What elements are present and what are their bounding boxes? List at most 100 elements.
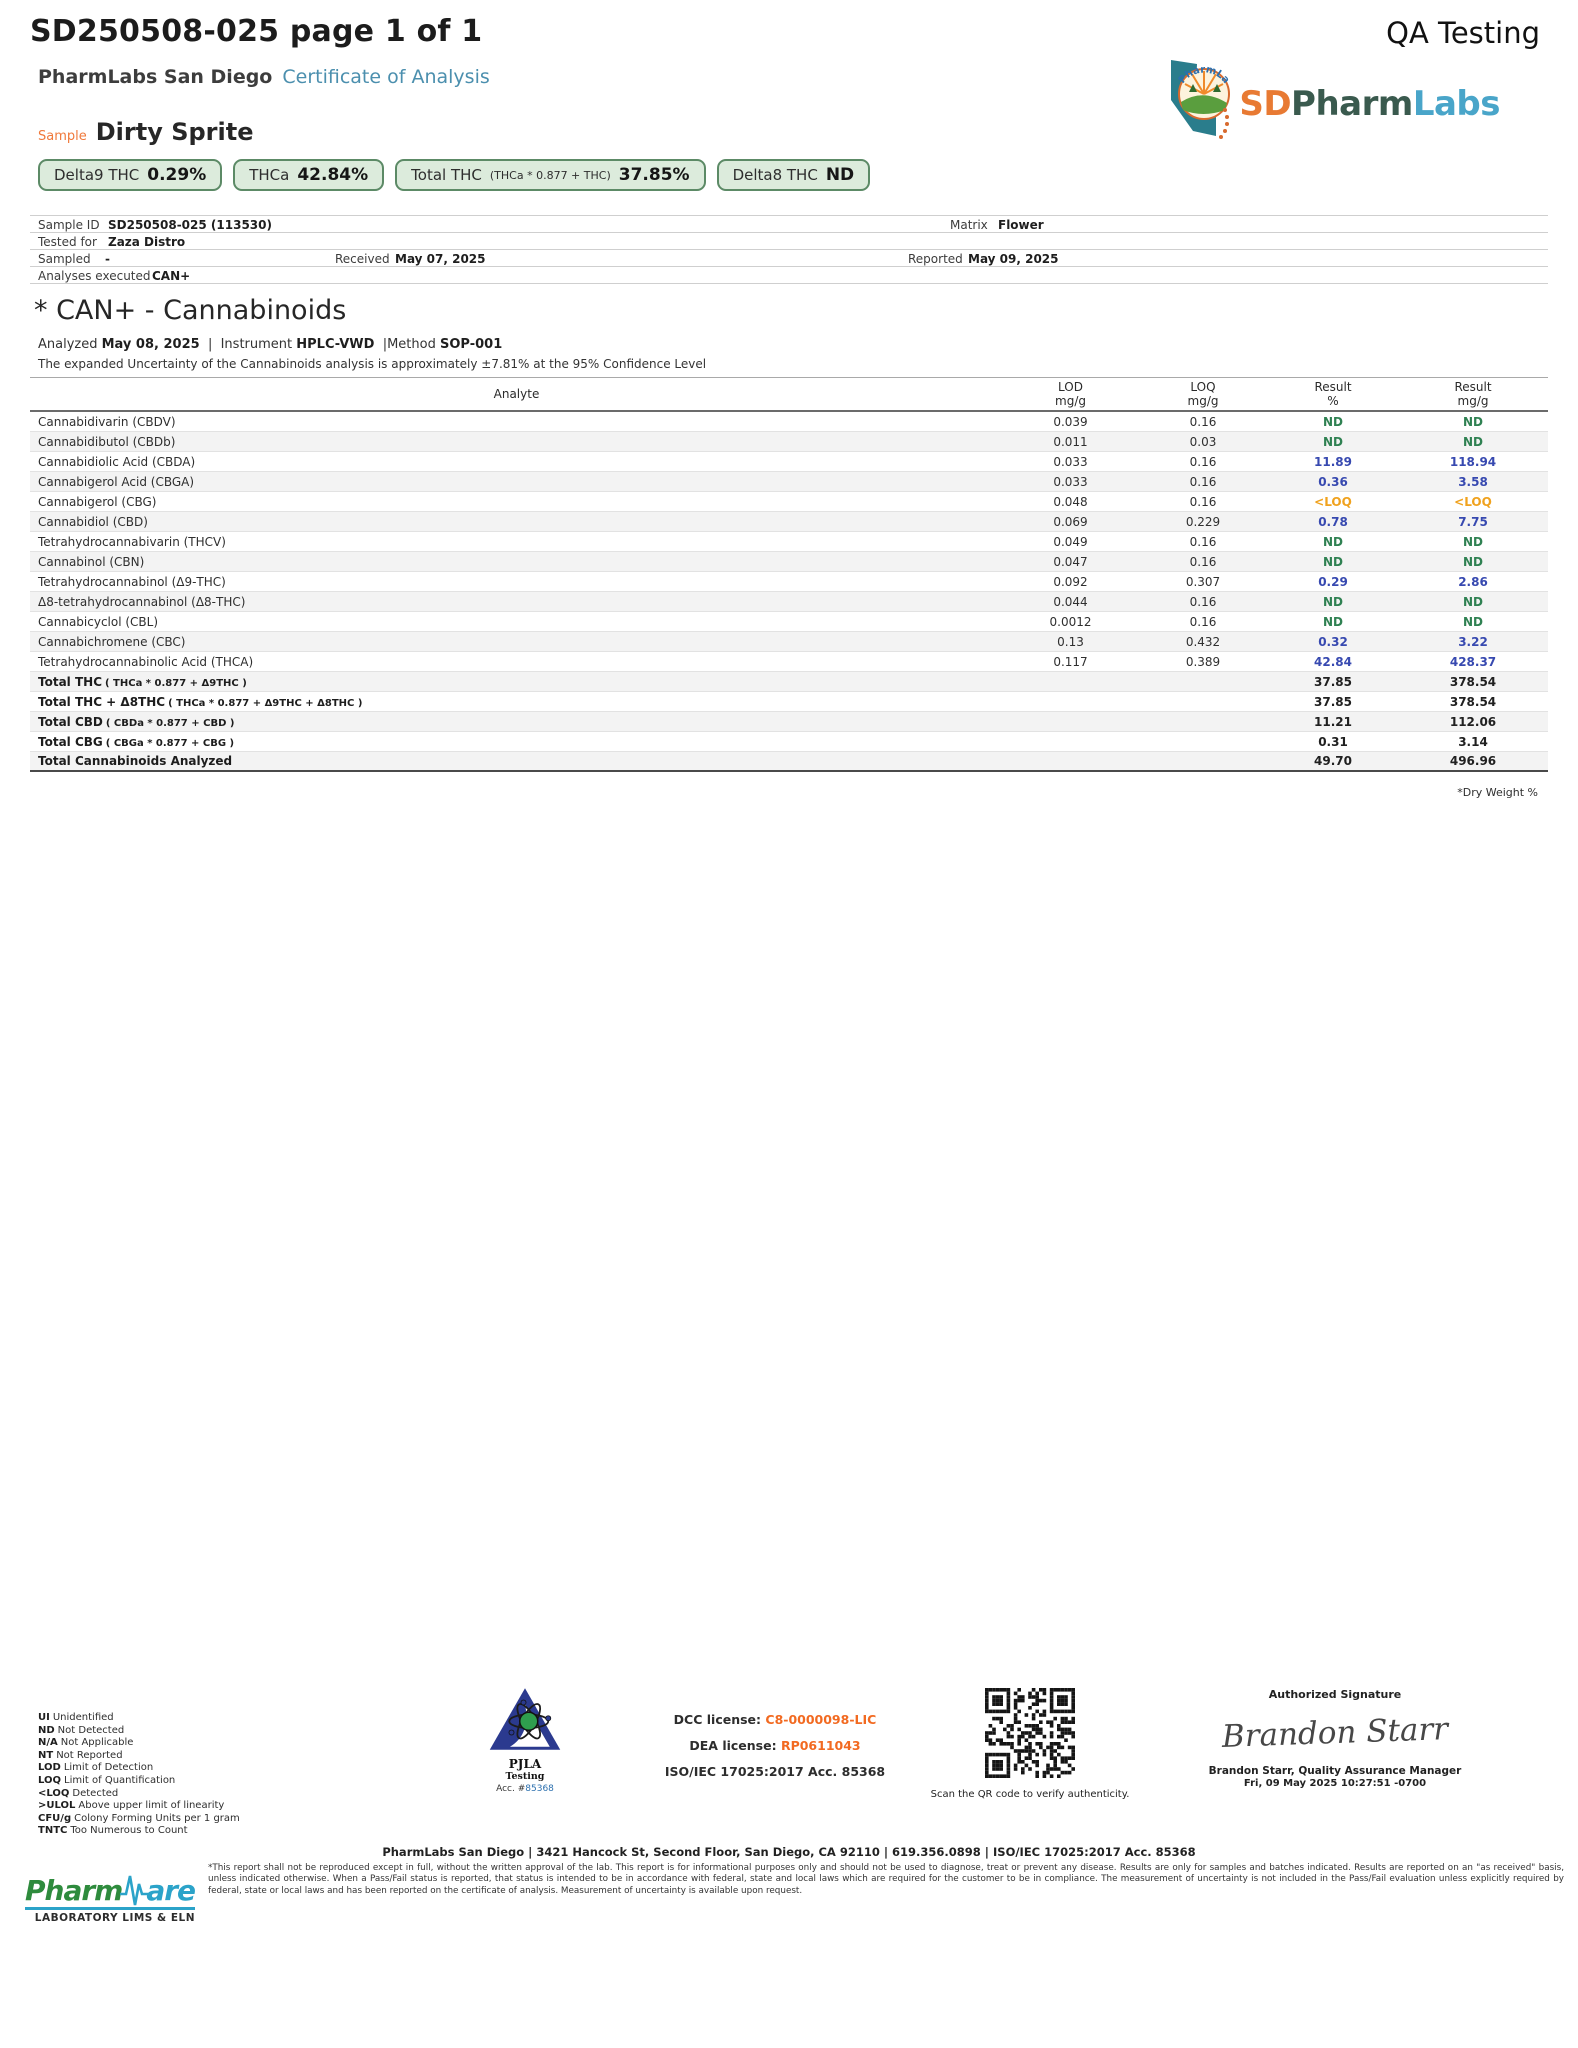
legend-item: NT Not Reported xyxy=(38,1749,123,1761)
table-row: Cannabichromene (CBC) 0.13 0.432 0.32 3.… xyxy=(30,632,1548,652)
result-pct-cell: 0.78 xyxy=(1318,514,1348,529)
analyte-cell: Cannabigerol (CBG) xyxy=(38,494,157,509)
pulse-line-icon xyxy=(120,1872,149,1906)
legend-item: N/A Not Applicable xyxy=(38,1737,134,1749)
brand-wordmark: SDPharmLabs xyxy=(1239,84,1500,124)
sample-label: Sample xyxy=(38,129,87,144)
result-mgg-cell: 118.94 xyxy=(1449,454,1497,469)
analyte-cell: Total CBG( CBGa * 0.877 + CBG ) xyxy=(38,734,235,749)
loq-cell: 0.16 xyxy=(1189,534,1217,549)
result-pct-cell: 11.21 xyxy=(1314,714,1352,729)
pjla-name: PJLA xyxy=(508,1757,542,1771)
badge-label: Total THC xyxy=(411,166,482,184)
result-mgg-cell: 3.22 xyxy=(1458,634,1488,649)
summary-badge: Delta9 THC 0.29% xyxy=(38,159,223,191)
result-pct-cell: 11.89 xyxy=(1314,454,1352,469)
lod-cell: 0.049 xyxy=(1053,534,1088,549)
result-pct-cell: 0.31 xyxy=(1318,734,1348,749)
pharmlabs-emblem-icon: PharmLabs xyxy=(1160,50,1235,150)
table-row: Cannabigerol Acid (CBGA) 0.033 0.16 0.36… xyxy=(30,472,1548,492)
loq-cell: 0.03 xyxy=(1189,434,1217,449)
page-title: SD250508-025 page 1 of 1 xyxy=(30,14,483,49)
lod-cell: 0.048 xyxy=(1053,494,1088,509)
loq-cell: 0.432 xyxy=(1185,634,1221,649)
analyte-cell: Cannabidivarin (CBDV) xyxy=(38,414,176,429)
result-mgg-cell: ND xyxy=(1462,594,1483,609)
analyte-cell: Cannabigerol Acid (CBGA) xyxy=(38,474,195,489)
uncertainty-note: The expanded Uncertainty of the Cannabin… xyxy=(38,357,707,371)
analyte-cell: Total Cannabinoids Analyzed xyxy=(38,754,233,768)
analyte-cell: Cannabidibutol (CBDb) xyxy=(38,434,176,449)
result-pct-cell: ND xyxy=(1322,534,1343,549)
result-mgg-cell: ND xyxy=(1462,534,1483,549)
loq-cell: 0.229 xyxy=(1185,514,1221,529)
doc-type: Certificate of Analysis xyxy=(282,66,490,88)
analyses-value: CAN+ xyxy=(152,269,191,283)
result-mgg-cell: 112.06 xyxy=(1449,714,1497,729)
pharmware-tagline: LABORATORY LIMS & ELN xyxy=(34,1912,195,1924)
loq-cell: 0.389 xyxy=(1185,654,1221,669)
result-pct-cell: <LOQ xyxy=(1314,494,1352,509)
badge-value: 0.29% xyxy=(147,165,207,185)
tested-for-label: Tested for xyxy=(38,235,97,249)
lod-cell: 0.0012 xyxy=(1049,614,1092,629)
badge-value: 42.84% xyxy=(297,165,369,185)
column-header: LOD mg/g xyxy=(1055,379,1086,408)
thc-summary-badges: Delta9 THC 0.29% THCa 42.84% Total THC (… xyxy=(38,159,871,191)
result-pct-cell: 0.32 xyxy=(1318,634,1348,649)
summary-badge: Delta8 THC ND xyxy=(716,159,871,191)
analyte-cell: Tetrahydrocannabivarin (THCV) xyxy=(38,534,226,549)
pharmware-wordmark: Pharm are xyxy=(25,1872,196,1910)
sampled-value: - xyxy=(105,252,110,266)
lod-cell: 0.044 xyxy=(1053,594,1088,609)
tested-for-value: Zaza Distro xyxy=(108,235,186,249)
signature-script: Brandon Starr xyxy=(1221,1711,1449,1755)
column-header: Result mg/g xyxy=(1454,379,1492,408)
lod-cell: 0.039 xyxy=(1053,414,1088,429)
license-block: DCC license: C8-0000098-LIC DEA license:… xyxy=(645,1712,905,1790)
table-row: Cannabidiolic Acid (CBDA) 0.033 0.16 11.… xyxy=(30,452,1548,472)
result-mgg-cell: 496.96 xyxy=(1449,754,1497,768)
abbreviation-legend: UI Unidentified ND Not Detected N/A Not App… xyxy=(38,1712,240,1838)
signer-name-title: Brandon Starr, Quality Assurance Manager xyxy=(1208,1765,1462,1777)
column-header: Analyte xyxy=(493,386,540,401)
loq-cell: 0.16 xyxy=(1189,614,1217,629)
analyte-cell: Δ8-tetrahydrocannabinol (Δ8-THC) xyxy=(38,594,246,609)
loq-cell: 0.16 xyxy=(1189,594,1217,609)
analyte-cell: Total CBD( CBDa * 0.877 + CBD ) xyxy=(38,714,235,729)
result-pct-cell: ND xyxy=(1322,414,1343,429)
lod-cell: 0.069 xyxy=(1053,514,1088,529)
sample-line: Sample Dirty Sprite xyxy=(38,118,253,146)
sample-id-label: Sample ID xyxy=(38,218,100,232)
result-mgg-cell: 378.54 xyxy=(1449,674,1497,689)
signature-block: Authorized Signature Brandon Starr Brand… xyxy=(1180,1688,1490,1789)
result-mgg-cell: ND xyxy=(1462,434,1483,449)
lod-cell: 0.13 xyxy=(1057,634,1084,649)
result-pct-cell: 49.70 xyxy=(1314,754,1352,768)
legend-item: LOQ Limit of Quantification xyxy=(38,1774,176,1786)
result-mgg-cell: 378.54 xyxy=(1449,694,1497,709)
lod-cell: 0.092 xyxy=(1053,574,1088,589)
matrix-value: Flower xyxy=(998,218,1044,232)
analysis-meta-line: Analyzed May 08, 2025 | Instrument HPLC-… xyxy=(38,337,503,352)
qr-code-icon xyxy=(985,1688,1075,1778)
column-header: LOQ mg/g xyxy=(1187,379,1219,408)
loq-cell: 0.16 xyxy=(1189,554,1217,569)
badge-formula: (THCa * 0.877 + THC) xyxy=(489,168,611,182)
disclaimer-text: *This report shall not be reproduced exc… xyxy=(208,1863,1564,1896)
result-pct-cell: ND xyxy=(1322,614,1343,629)
table-row: Total THC + Δ8THC( THCa * 0.877 + Δ9THC … xyxy=(30,692,1548,712)
legend-item: LOD Limit of Detection xyxy=(38,1762,154,1774)
analyte-cell: Tetrahydrocannabinol (Δ9-THC) xyxy=(38,574,226,589)
table-row: Total THC( THCa * 0.877 + Δ9THC ) 37.85 … xyxy=(30,672,1548,692)
reported-value: May 09, 2025 xyxy=(968,252,1059,266)
analyte-cell: Cannabicyclol (CBL) xyxy=(38,614,159,629)
lab-address-line: PharmLabs San Diego | 3421 Hancock St, S… xyxy=(382,1845,1196,1859)
brand-logo: PharmLabs SDPharmLabs xyxy=(1160,50,1501,150)
lod-cell: 0.033 xyxy=(1053,474,1088,489)
sample-id-value: SD250508-025 (113530) xyxy=(108,218,272,232)
pjla-accreditation-number: Acc. #85368 xyxy=(496,1784,554,1794)
received-label: Received xyxy=(335,252,390,266)
legend-item: CFU/g Colony Forming Units per 1 gram xyxy=(38,1812,240,1824)
